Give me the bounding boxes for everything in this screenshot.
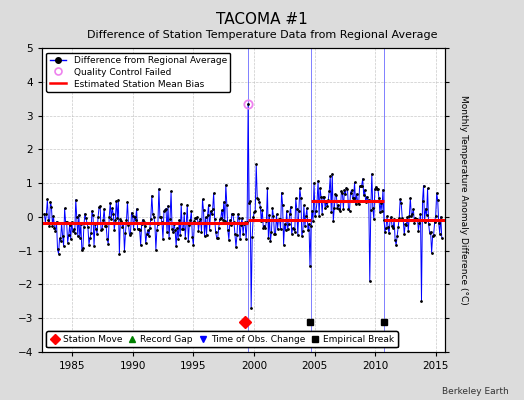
Text: Berkeley Earth: Berkeley Earth xyxy=(442,387,508,396)
Text: Difference of Station Temperature Data from Regional Average: Difference of Station Temperature Data f… xyxy=(87,30,437,40)
Y-axis label: Monthly Temperature Anomaly Difference (°C): Monthly Temperature Anomaly Difference (… xyxy=(460,95,468,305)
Text: TACOMA #1: TACOMA #1 xyxy=(216,12,308,27)
Legend: Station Move, Record Gap, Time of Obs. Change, Empirical Break: Station Move, Record Gap, Time of Obs. C… xyxy=(47,331,398,348)
